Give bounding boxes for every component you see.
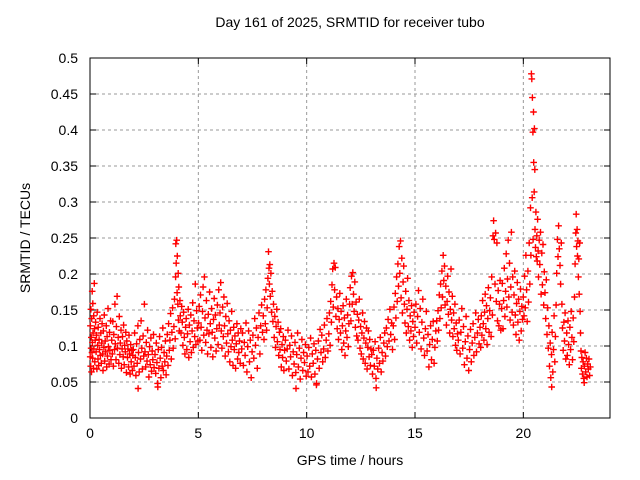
chart-title: Day 161 of 2025, SRMTID for receiver tub…: [215, 14, 485, 30]
y-tick-label: 0.15: [50, 302, 78, 318]
scatter-points: [86, 70, 594, 392]
x-tick-label: 5: [194, 425, 203, 441]
y-tick-label: 0.35: [50, 158, 78, 174]
y-tick-label: 0.25: [50, 230, 78, 246]
x-tick-label: 20: [515, 425, 532, 441]
x-tick-label: 0: [86, 425, 94, 441]
plot-border: [89, 57, 611, 419]
x-tick-label: 10: [298, 425, 315, 441]
y-tick-label: 0: [70, 410, 78, 426]
y-tick-label: 0.4: [58, 122, 78, 138]
y-tick-label: 0.2: [58, 266, 78, 282]
y-tick-label: 0.1: [58, 338, 78, 354]
y-tick-label: 0.3: [58, 194, 78, 210]
x-tick-label: 15: [407, 425, 423, 441]
y-tick-label: 0.05: [50, 374, 78, 390]
y-tick-label: 0.45: [50, 86, 78, 102]
x-axis-label: GPS time / hours: [296, 452, 404, 468]
y-tick-label: 0.5: [58, 50, 78, 66]
